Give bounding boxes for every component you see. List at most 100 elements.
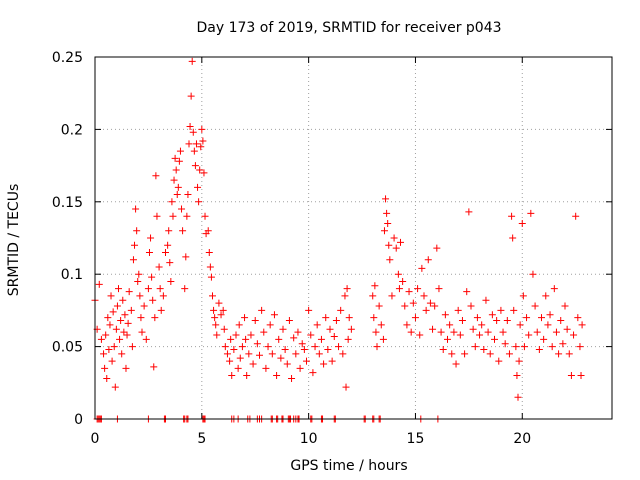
data-point — [574, 314, 582, 322]
data-point — [519, 292, 527, 300]
data-point — [311, 343, 319, 351]
data-point — [165, 227, 173, 235]
data-point — [192, 140, 200, 148]
data-point — [123, 331, 131, 339]
data-point — [390, 234, 398, 242]
data-point — [205, 248, 213, 256]
data-point — [565, 350, 573, 358]
data-point — [510, 306, 518, 314]
data-point — [171, 154, 179, 162]
data-point — [121, 311, 129, 319]
data-point — [104, 314, 112, 322]
data-point — [95, 280, 103, 288]
data-point — [129, 256, 137, 264]
data-point — [116, 335, 124, 343]
data-point — [444, 335, 451, 343]
data-point — [275, 335, 283, 343]
data-point — [199, 137, 207, 145]
data-point — [150, 363, 158, 371]
data-point — [172, 166, 180, 174]
data-point — [153, 212, 161, 220]
data-point — [215, 299, 223, 307]
data-point — [184, 191, 192, 199]
data-point — [105, 345, 113, 353]
data-point — [164, 241, 172, 249]
data-point — [194, 183, 202, 191]
data-point — [548, 343, 556, 351]
data-point — [544, 321, 552, 329]
data-point — [335, 343, 343, 351]
data-point — [238, 343, 246, 351]
data-point — [332, 317, 340, 325]
data-point — [201, 212, 209, 220]
data-point — [120, 328, 128, 336]
data-point — [234, 364, 242, 372]
data-point — [157, 306, 165, 314]
data-point — [147, 234, 155, 242]
data-point — [344, 335, 352, 343]
data-points — [91, 57, 586, 423]
data-point — [467, 302, 475, 310]
data-point — [407, 328, 415, 336]
data-point — [495, 357, 503, 365]
data-point — [190, 147, 198, 155]
y-tick-label: 0 — [74, 412, 83, 428]
data-point — [256, 351, 263, 359]
chart-title: Day 173 of 2019, SRMTID for receiver p04… — [196, 20, 501, 36]
data-point — [328, 357, 336, 365]
data-point — [166, 259, 174, 267]
data-point — [525, 331, 533, 339]
data-point — [142, 335, 150, 343]
data-point — [555, 350, 563, 358]
data-point — [458, 317, 466, 325]
data-point — [145, 248, 153, 256]
data-point — [418, 264, 426, 272]
data-point — [235, 321, 243, 329]
data-point — [377, 321, 385, 329]
data-point — [298, 340, 306, 348]
data-point — [370, 314, 378, 322]
data-point — [181, 285, 189, 293]
data-point — [117, 317, 125, 325]
data-point — [520, 343, 528, 351]
data-point — [131, 241, 139, 249]
data-point — [480, 345, 488, 353]
data-point — [103, 374, 111, 382]
data-point — [313, 321, 321, 329]
data-point — [491, 335, 498, 343]
axis-ticks: 0 0.05 0.1 0.15 0.2 0.25 0 5 10 15 20 — [52, 50, 612, 447]
plot-frame — [94, 56, 613, 420]
data-point — [405, 288, 413, 296]
data-point — [416, 331, 424, 339]
data-point — [454, 306, 462, 314]
data-point — [232, 331, 240, 339]
data-point — [527, 209, 535, 217]
data-point — [207, 273, 215, 281]
data-point — [260, 328, 268, 336]
data-point — [320, 360, 328, 368]
data-point — [138, 328, 146, 336]
data-point — [217, 311, 225, 319]
data-point — [439, 345, 447, 353]
data-point — [97, 335, 105, 343]
data-point — [486, 350, 494, 358]
data-point — [115, 285, 122, 293]
data-point — [570, 331, 578, 339]
data-point — [268, 350, 276, 358]
data-point — [559, 340, 567, 348]
data-point — [382, 195, 390, 203]
data-point — [550, 285, 558, 293]
data-point — [397, 238, 404, 246]
data-point — [420, 292, 428, 300]
data-point — [241, 314, 249, 322]
data-point — [253, 340, 261, 348]
data-point — [219, 306, 227, 314]
data-point — [388, 292, 396, 300]
data-point — [196, 166, 204, 174]
data-point — [399, 277, 407, 285]
data-point — [516, 321, 524, 329]
data-point — [132, 205, 140, 213]
x-tick-label: 10 — [300, 431, 318, 447]
data-point — [173, 191, 181, 199]
